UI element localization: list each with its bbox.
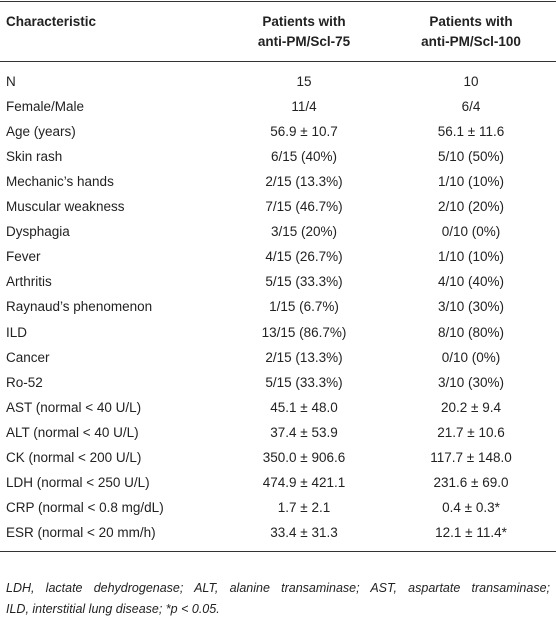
table-cell: 5/15 (33.3%) [265, 374, 343, 390]
table-cell: 117.7 ± 148.0 [430, 449, 512, 465]
table-cell: CRP (normal < 0.8 mg/dL) [6, 499, 164, 515]
table-cell: 8/10 (80%) [437, 324, 505, 340]
table-cell: 4/15 (26.7%) [265, 249, 343, 265]
table-cell: Age (years) [6, 124, 76, 140]
top-rule [0, 1, 556, 2]
table-cell: Ro-52 [6, 374, 43, 390]
table-cell: 2/15 (13.3%) [265, 174, 343, 190]
footnote: LDH, lactate dehydrogenase; ALT, alanine… [6, 581, 550, 595]
header-cell: anti-PM/Scl-75 [257, 34, 351, 49]
table-cell: 56.9 ± 10.7 [270, 124, 338, 140]
table-cell: 21.7 ± 10.6 [437, 424, 505, 440]
table-cell: 2/10 (20%) [437, 199, 505, 215]
table-cell: ILD [6, 324, 28, 340]
table-cell: ESR (normal < 20 mm/h) [6, 524, 156, 540]
table-cell: 6/4 [461, 99, 481, 115]
header-cell: Patients with [262, 14, 346, 29]
table-cell: 4/10 (40%) [437, 274, 505, 290]
table-cell: Mechanic’s hands [6, 174, 114, 190]
table-cell: 1/15 (6.7%) [269, 299, 339, 315]
table-cell: 56.1 ± 11.6 [437, 124, 505, 140]
table-cell: 12.1 ± 11.4* [435, 524, 507, 540]
table-cell: 1.7 ± 2.1 [277, 499, 331, 515]
table-cell: 33.4 ± 31.3 [270, 524, 338, 540]
table-cell: 10 [463, 74, 479, 89]
table-cell: 3/10 (30%) [437, 299, 505, 315]
table-cell: 11/4 [291, 99, 317, 115]
table-cell: 3/15 (20%) [270, 224, 338, 240]
table-cell: 1/10 (10%) [437, 249, 505, 265]
header-cell: Patients with [429, 14, 513, 29]
table-cell: Arthritis [6, 274, 52, 290]
table-cell: 1/10 (10%) [437, 174, 505, 190]
table-cell: Fever [6, 249, 41, 265]
table-cell: Skin rash [6, 149, 63, 165]
table-cell: 5/15 (33.3%) [265, 274, 343, 290]
table-cell: 13/15 (86.7%) [261, 324, 347, 340]
table-cell: 350.0 ± 906.6 [262, 449, 346, 465]
table-cell: ALT (normal < 40 U/L) [6, 424, 139, 440]
table-cell: 5/10 (50%) [437, 149, 505, 165]
table-cell: CK (normal < 200 U/L) [6, 449, 142, 465]
table-cell: 2/15 (13.3%) [265, 349, 343, 365]
table-cell: 231.6 ± 69.0 [433, 474, 509, 490]
header-cell: anti-PM/Scl-100 [421, 34, 521, 49]
table-cell: Raynaud’s phenomenon [6, 299, 153, 315]
table-cell: 37.4 ± 53.9 [270, 424, 338, 440]
table-cell: 474.9 ± 421.1 [262, 474, 346, 490]
bottom-rule [0, 551, 556, 552]
table-cell: 15 [296, 74, 312, 89]
table-cell: 7/15 (46.7%) [265, 199, 343, 215]
table-cell: 0.4 ± 0.3* [442, 499, 500, 515]
header-rule [0, 61, 556, 62]
table-cell: Dysphagia [6, 224, 70, 240]
table-cell: 0/10 (0%) [441, 349, 501, 365]
table-cell: LDH (normal < 250 U/L) [6, 474, 150, 490]
table-cell: Cancer [6, 349, 50, 365]
header-cell: Characteristic [6, 14, 97, 29]
footnote: ILD, interstitial lung disease; *p < 0.0… [6, 602, 220, 616]
table-cell: 6/15 (40%) [270, 149, 338, 165]
table-cell: 0/10 (0%) [441, 224, 501, 240]
table-cell: Female/Male [6, 99, 85, 115]
table-cell: 3/10 (30%) [437, 374, 505, 390]
table-cell: 45.1 ± 48.0 [270, 399, 338, 415]
table-cell: Muscular weakness [6, 199, 125, 215]
table-cell: AST (normal < 40 U/L) [6, 399, 142, 415]
table-cell: N [6, 74, 16, 89]
table-cell: 20.2 ± 9.4 [441, 399, 501, 415]
